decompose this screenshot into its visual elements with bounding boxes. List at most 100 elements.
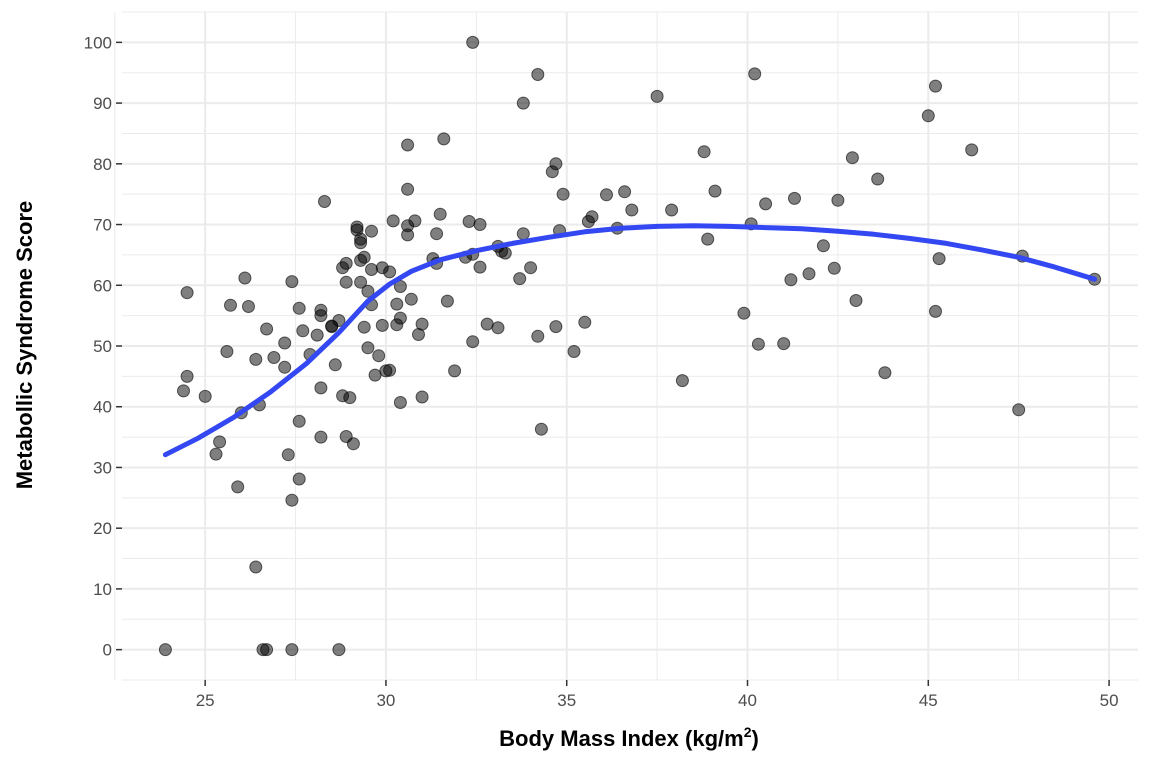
data-point [361, 284, 375, 298]
data-point [549, 157, 563, 171]
data-point [354, 232, 368, 246]
data-point [498, 246, 512, 260]
data-point [292, 301, 306, 315]
data-point [473, 260, 487, 274]
y-tick-label: 10 [93, 580, 112, 599]
data-point [278, 360, 292, 374]
data-point [408, 214, 422, 228]
x-tick-label: 30 [376, 691, 395, 710]
data-point [393, 311, 407, 325]
y-tick-label: 90 [93, 94, 112, 113]
data-point [827, 261, 841, 275]
x-axis-title-suffix: ) [751, 726, 758, 751]
data-point [567, 345, 581, 358]
tick-layer: 0 10 20 30 40 50 60 70 80 90 100 25 30 35 40 45 50 [84, 33, 1119, 710]
data-point [816, 239, 830, 253]
data-point [209, 447, 223, 461]
data-point [665, 203, 679, 217]
data-point [831, 193, 845, 207]
data-point [618, 185, 632, 199]
data-point [932, 252, 946, 266]
data-point [531, 68, 545, 81]
data-point [158, 643, 172, 657]
data-point [491, 321, 505, 335]
data-point [751, 337, 765, 351]
data-point [296, 324, 310, 338]
data-point [339, 275, 353, 289]
trend-layer [162, 223, 1098, 458]
data-point [849, 294, 863, 307]
data-point [433, 207, 447, 221]
data-point [390, 297, 404, 311]
y-axis-title: Metabollic Syndrome Score [12, 201, 37, 490]
data-point [393, 396, 407, 409]
data-point [473, 218, 487, 231]
y-tick-label: 50 [93, 337, 112, 356]
data-point [462, 215, 476, 228]
data-point [386, 214, 400, 228]
data-point [466, 35, 480, 49]
y-tick-label: 30 [93, 458, 112, 477]
data-point [346, 437, 360, 451]
x-axis-title-text: Body Mass Index (kg/m [499, 726, 744, 751]
data-point [524, 261, 538, 275]
data-point [198, 389, 212, 403]
data-point [784, 273, 798, 287]
trend-line [162, 223, 1098, 458]
data-point [440, 294, 454, 308]
data-point [650, 89, 664, 103]
data-point [625, 203, 639, 217]
y-tick-label: 60 [93, 276, 112, 295]
data-point [292, 472, 306, 486]
data-point [260, 322, 274, 336]
x-tick-label: 25 [196, 691, 215, 710]
data-point [585, 210, 599, 224]
data-point [759, 197, 773, 211]
data-point [401, 228, 415, 242]
data-point [513, 272, 527, 286]
data-point [372, 349, 386, 363]
data-point [285, 493, 299, 507]
data-point [383, 265, 397, 279]
data-point [354, 275, 368, 289]
data-point [697, 145, 711, 159]
data-point [549, 320, 563, 334]
data-point [361, 341, 375, 355]
x-axis-title: Body Mass Index (kg/m2) [499, 724, 759, 751]
data-point [516, 227, 530, 241]
data-point [249, 560, 263, 574]
data-point [578, 315, 592, 329]
data-point [845, 151, 859, 165]
data-point [278, 336, 292, 350]
data-point [375, 318, 389, 332]
y-tick-label: 20 [93, 519, 112, 538]
data-point [788, 191, 801, 205]
data-point [238, 271, 252, 285]
data-point [871, 172, 885, 186]
data-point [343, 391, 357, 405]
data-point [921, 109, 935, 123]
y-tick-label: 0 [103, 641, 112, 660]
data-point [534, 422, 548, 436]
x-tick-label: 50 [1100, 691, 1119, 710]
data-point [929, 79, 942, 93]
data-point [357, 320, 371, 334]
data-point [600, 188, 613, 202]
x-tick-label: 35 [557, 691, 576, 710]
data-point [430, 227, 444, 241]
data-point [281, 448, 295, 462]
data-point [404, 292, 418, 306]
data-point [415, 390, 429, 404]
x-tick-label: 40 [738, 691, 757, 710]
data-point [314, 381, 328, 395]
grid-layer [114, 11, 1138, 681]
data-point [285, 643, 299, 657]
data-point [415, 317, 429, 331]
data-point [180, 369, 194, 383]
data-point [401, 138, 415, 152]
data-point [318, 195, 331, 208]
data-point [292, 414, 306, 428]
data-point [556, 187, 570, 201]
data-point [708, 184, 722, 198]
